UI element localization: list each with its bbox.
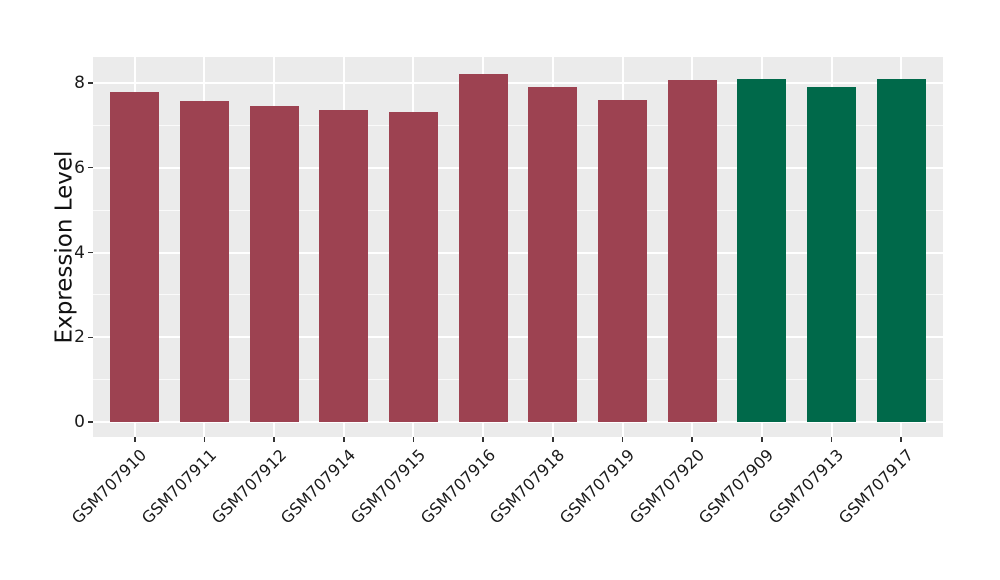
- major-gridline-y-6: [93, 166, 943, 169]
- x-tick-label-GSM707911: GSM707911: [137, 445, 221, 528]
- y-tick-mark-4: [88, 251, 93, 254]
- y-tick-mark-8: [88, 82, 93, 84]
- x-tick-label-GSM707915: GSM707915: [346, 445, 430, 528]
- bar-GSM707918: [528, 87, 578, 423]
- x-tick-mark-GSM707918: [552, 437, 554, 442]
- x-tick-label-GSM707917: GSM707917: [834, 445, 917, 528]
- y-tick-mark-2: [88, 336, 93, 339]
- y-tick-label-4: 4: [74, 242, 85, 263]
- bar-GSM707914: [319, 110, 369, 423]
- minor-gridline-y-7: [93, 124, 943, 126]
- x-tick-mark-GSM707916: [482, 437, 484, 442]
- y-tick-label-6: 6: [74, 157, 85, 178]
- bar-GSM707912: [249, 105, 299, 423]
- bar-GSM707911: [180, 101, 229, 423]
- x-tick-mark-GSM707911: [203, 437, 206, 442]
- major-gridline-y-0: [93, 421, 943, 424]
- minor-gridline-y-1: [93, 379, 943, 381]
- x-tick-mark-GSM707910: [134, 437, 136, 442]
- x-tick-label-GSM707919: GSM707919: [555, 445, 639, 528]
- major-gridline-y-2: [93, 336, 943, 339]
- bar-GSM707916: [458, 73, 508, 423]
- x-tick-mark-GSM707919: [621, 437, 624, 442]
- x-tick-mark-GSM707917: [900, 437, 902, 442]
- x-tick-mark-GSM707913: [830, 437, 833, 442]
- x-tick-mark-GSM707920: [691, 437, 693, 442]
- major-gridline-y-4: [93, 251, 943, 254]
- y-tick-label-2: 2: [74, 327, 85, 348]
- bar-GSM707919: [598, 99, 647, 423]
- major-gridline-y-8: [93, 81, 943, 84]
- bar-GSM707910: [110, 91, 160, 423]
- y-tick-label-8: 8: [74, 72, 85, 93]
- bar-GSM707917: [876, 79, 926, 423]
- x-tick-mark-GSM707909: [761, 437, 763, 442]
- bar-GSM707920: [667, 80, 717, 423]
- chart-panel: [93, 57, 943, 437]
- bar-GSM707909: [737, 78, 787, 423]
- y-tick-mark-0: [88, 421, 93, 423]
- x-tick-mark-GSM707912: [273, 437, 275, 442]
- x-tick-mark-GSM707914: [343, 437, 345, 442]
- x-tick-mark-GSM707915: [412, 437, 415, 442]
- bar-GSM707913: [807, 86, 856, 423]
- bar-GSM707915: [389, 112, 438, 423]
- minor-gridline-y-5: [93, 209, 943, 211]
- y-tick-mark-6: [88, 166, 93, 169]
- y-tick-label-0: 0: [74, 412, 85, 433]
- minor-gridline-y-3: [93, 294, 943, 296]
